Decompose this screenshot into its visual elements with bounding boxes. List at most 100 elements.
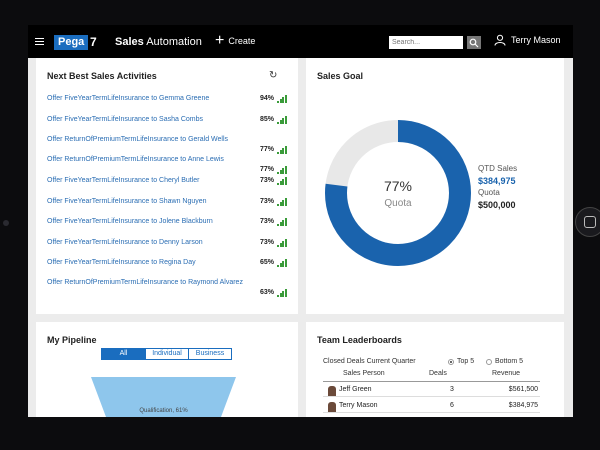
- signal-bars-icon: [277, 239, 287, 247]
- signal-bars-icon: [277, 198, 287, 206]
- activity-link[interactable]: Offer ReturnOfPremiumTermLifeInsurance t…: [47, 279, 243, 286]
- app-title-bold: Sales: [115, 36, 144, 48]
- tab-individual[interactable]: Individual: [145, 349, 188, 359]
- search-input[interactable]: [389, 36, 463, 49]
- signal-bar: [282, 97, 285, 103]
- signal-bar: [284, 95, 287, 103]
- signal-bar: [284, 218, 287, 226]
- activity-link[interactable]: Offer FiveYearTermLifeInsurance to Sasha…: [47, 116, 204, 123]
- create-button[interactable]: + Create: [215, 33, 256, 49]
- activity-score: 65%: [259, 259, 274, 266]
- signal-bar: [277, 204, 279, 206]
- activity-item[interactable]: Offer FiveYearTermLifeInsurance to Regin…: [47, 259, 292, 277]
- leaderboard-subtitle: Closed Deals Current Quarter: [323, 358, 416, 365]
- activity-item[interactable]: Offer FiveYearTermLifeInsurance to Denny…: [47, 239, 292, 257]
- signal-bar: [282, 241, 285, 247]
- qtd-value: $384,975: [478, 176, 516, 186]
- activity-item[interactable]: Offer FiveYearTermLifeInsurance to Shawn…: [47, 198, 292, 216]
- activity-link[interactable]: Offer ReturnOfPremiumTermLifeInsurance t…: [47, 136, 229, 143]
- table-row[interactable]: Jeff Green 3 $561,500: [323, 382, 540, 397]
- signal-bar: [279, 243, 282, 247]
- next-best-card: Next Best Sales Activities ↻ Offer FiveY…: [36, 58, 298, 314]
- sales-goal-card: Sales Goal 77% Quota QTD Sales $384,975 …: [306, 58, 564, 314]
- donut-center-label: Quota: [384, 198, 412, 209]
- activity-item[interactable]: Offer ReturnOfPremiumTermLifeInsurance t…: [47, 156, 292, 174]
- leaderboard-card: Team Leaderboards Closed Deals Current Q…: [306, 322, 564, 417]
- col-sales-person: Sales Person: [343, 370, 385, 377]
- signal-bar: [284, 177, 287, 185]
- activity-item[interactable]: Offer FiveYearTermLifeInsurance to Gemma…: [47, 95, 292, 113]
- activity-link[interactable]: Offer FiveYearTermLifeInsurance to Gemma…: [47, 95, 210, 102]
- signal-bar: [284, 289, 287, 297]
- col-deals: Deals: [429, 370, 447, 377]
- table-row[interactable]: Terry Mason 6 $384,975: [323, 398, 540, 413]
- tab-business[interactable]: Business: [188, 349, 231, 359]
- signal-bar: [282, 261, 285, 267]
- activity-item[interactable]: Offer FiveYearTermLifeInsurance to Sasha…: [47, 116, 292, 134]
- next-best-title: Next Best Sales Activities: [47, 71, 157, 81]
- signal-bar: [277, 245, 279, 247]
- activity-score: 77%: [259, 166, 274, 173]
- cell-name: Terry Mason: [339, 402, 378, 409]
- cell-deals: 3: [450, 386, 454, 393]
- qtd-label: QTD Sales: [478, 164, 518, 173]
- signal-bar: [279, 202, 282, 206]
- activity-item[interactable]: Offer ReturnOfPremiumTermLifeInsurance t…: [47, 136, 292, 154]
- activity-score: 94%: [259, 95, 274, 102]
- home-button[interactable]: [575, 207, 600, 237]
- signal-bar: [277, 224, 279, 226]
- activity-link[interactable]: Offer FiveYearTermLifeInsurance to Regin…: [47, 259, 196, 266]
- signal-bar: [279, 222, 282, 226]
- radio-dot-selected: [448, 358, 454, 365]
- app-screen: Pega 7 Sales Automation + Create Terry M…: [28, 25, 573, 417]
- user-menu[interactable]: Terry Mason: [494, 34, 561, 46]
- signal-bars-icon: [277, 177, 287, 185]
- search-icon: [469, 38, 479, 48]
- signal-bar: [284, 198, 287, 206]
- signal-bars-icon: [277, 95, 287, 103]
- avatar: [328, 402, 336, 412]
- signal-bar: [279, 181, 282, 185]
- activity-link[interactable]: Offer ReturnOfPremiumTermLifeInsurance t…: [47, 156, 224, 163]
- home-square-icon: [584, 216, 596, 228]
- activity-link[interactable]: Offer FiveYearTermLifeInsurance to Jolen…: [47, 218, 213, 225]
- radio-top5[interactable]: Top 5: [448, 358, 474, 365]
- activity-link[interactable]: Offer FiveYearTermLifeInsurance to Shawn…: [47, 198, 207, 205]
- activity-score: 73%: [259, 218, 274, 225]
- signal-bar: [279, 170, 282, 174]
- user-name: Terry Mason: [511, 35, 561, 45]
- radio-top5-label: Top 5: [457, 358, 475, 365]
- funnel-label: Qualification, 61%: [139, 408, 188, 414]
- radio-bottom5[interactable]: Bottom 5: [486, 358, 523, 365]
- signal-bar: [284, 146, 287, 154]
- radio-dot: [486, 358, 492, 365]
- menu-icon[interactable]: [35, 38, 44, 45]
- signal-bars-icon: [277, 146, 287, 154]
- pipeline-title: My Pipeline: [47, 335, 97, 345]
- cell-name: Jeff Green: [339, 386, 372, 393]
- search-button[interactable]: [467, 36, 481, 49]
- refresh-icon[interactable]: ↻: [269, 70, 278, 81]
- signal-bar: [282, 118, 285, 124]
- signal-bar: [277, 101, 279, 103]
- signal-bars-icon: [277, 259, 287, 267]
- signal-bar: [277, 172, 279, 174]
- quota-label: Quota: [478, 188, 500, 197]
- activity-link[interactable]: Offer FiveYearTermLifeInsurance to Denny…: [47, 239, 203, 246]
- activity-item[interactable]: Offer FiveYearTermLifeInsurance to Chery…: [47, 177, 292, 195]
- activity-item[interactable]: Offer ReturnOfPremiumTermLifeInsurance t…: [47, 279, 292, 297]
- brand-version: 7: [90, 35, 97, 49]
- signal-bar: [282, 168, 285, 174]
- signal-bar: [279, 150, 282, 154]
- cell-revenue: $384,975: [508, 402, 538, 409]
- activity-item[interactable]: Offer FiveYearTermLifeInsurance to Jolen…: [47, 218, 292, 236]
- signal-bars-icon: [277, 116, 287, 124]
- create-label: Create: [228, 36, 256, 46]
- activity-link[interactable]: Offer FiveYearTermLifeInsurance to Chery…: [47, 177, 200, 184]
- signal-bar: [279, 293, 282, 297]
- radio-bottom5-label: Bottom 5: [495, 358, 524, 365]
- signal-bar: [277, 122, 279, 124]
- tab-all[interactable]: All: [102, 349, 145, 359]
- app-title: Sales Automation: [115, 36, 202, 48]
